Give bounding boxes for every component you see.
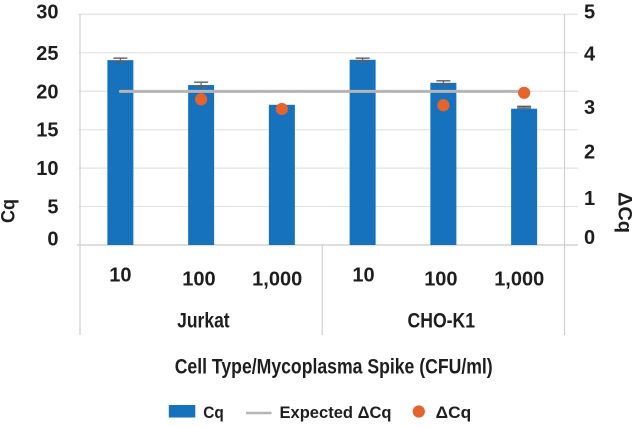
bar-jurkat-10	[107, 60, 134, 245]
y-axis-title: Cq	[0, 199, 20, 223]
legend-label-expected-dcq: Expected ΔCq	[280, 403, 392, 422]
y2-tick-label: 0	[584, 227, 595, 249]
y2-tick-label: 1	[584, 188, 595, 210]
y2-axis-title: ΔCq	[614, 192, 635, 233]
y2-tick-label: 4	[584, 43, 596, 65]
dcq-dot	[275, 102, 288, 116]
bar-jurkat-1000	[268, 104, 295, 245]
x-axis-title: Cell Type/Mycoplasma Spike (CFU/ml)	[175, 355, 493, 379]
legend-swatch-dcq	[412, 405, 425, 418]
dcq-dot	[437, 99, 450, 112]
y2-tick-label: 5	[584, 1, 595, 23]
x-tick-label: 1,000	[252, 269, 302, 291]
y2-tick-label: 3	[584, 97, 595, 119]
x-tick-label: 10	[352, 265, 374, 287]
y-tick-label: 25	[36, 43, 58, 65]
x-tick-label: 100	[182, 269, 215, 291]
y-tick-label: 20	[36, 81, 58, 103]
bar-cho-k1-10	[349, 59, 376, 245]
dcq-dot	[195, 93, 208, 106]
y-tick-label: 30	[36, 2, 58, 24]
y-tick-label: 5	[47, 197, 58, 219]
bar-cho-k1-1000	[511, 108, 538, 246]
y2-tick-label: 2	[584, 142, 595, 164]
group-label-cho-k1: CHO-K1	[408, 308, 476, 332]
dcq-dot	[518, 86, 531, 99]
bar-jurkat-100	[188, 85, 215, 245]
x-tick-label: 1,000	[494, 269, 544, 291]
y-tick-label: 15	[36, 120, 58, 142]
x-tick-label: 100	[424, 269, 457, 291]
x-tick-label: 10	[109, 265, 131, 287]
legend: Cq Expected ΔCq ΔCq	[168, 403, 472, 422]
legend-swatch-cq	[168, 405, 196, 418]
group-label-jurkat: Jurkat	[177, 308, 230, 332]
legend-label-cq: Cq	[203, 403, 224, 422]
y-tick-label: 0	[47, 229, 58, 251]
legend-label-dcq: ΔCq	[436, 403, 472, 422]
y-tick-label: 10	[36, 158, 58, 180]
